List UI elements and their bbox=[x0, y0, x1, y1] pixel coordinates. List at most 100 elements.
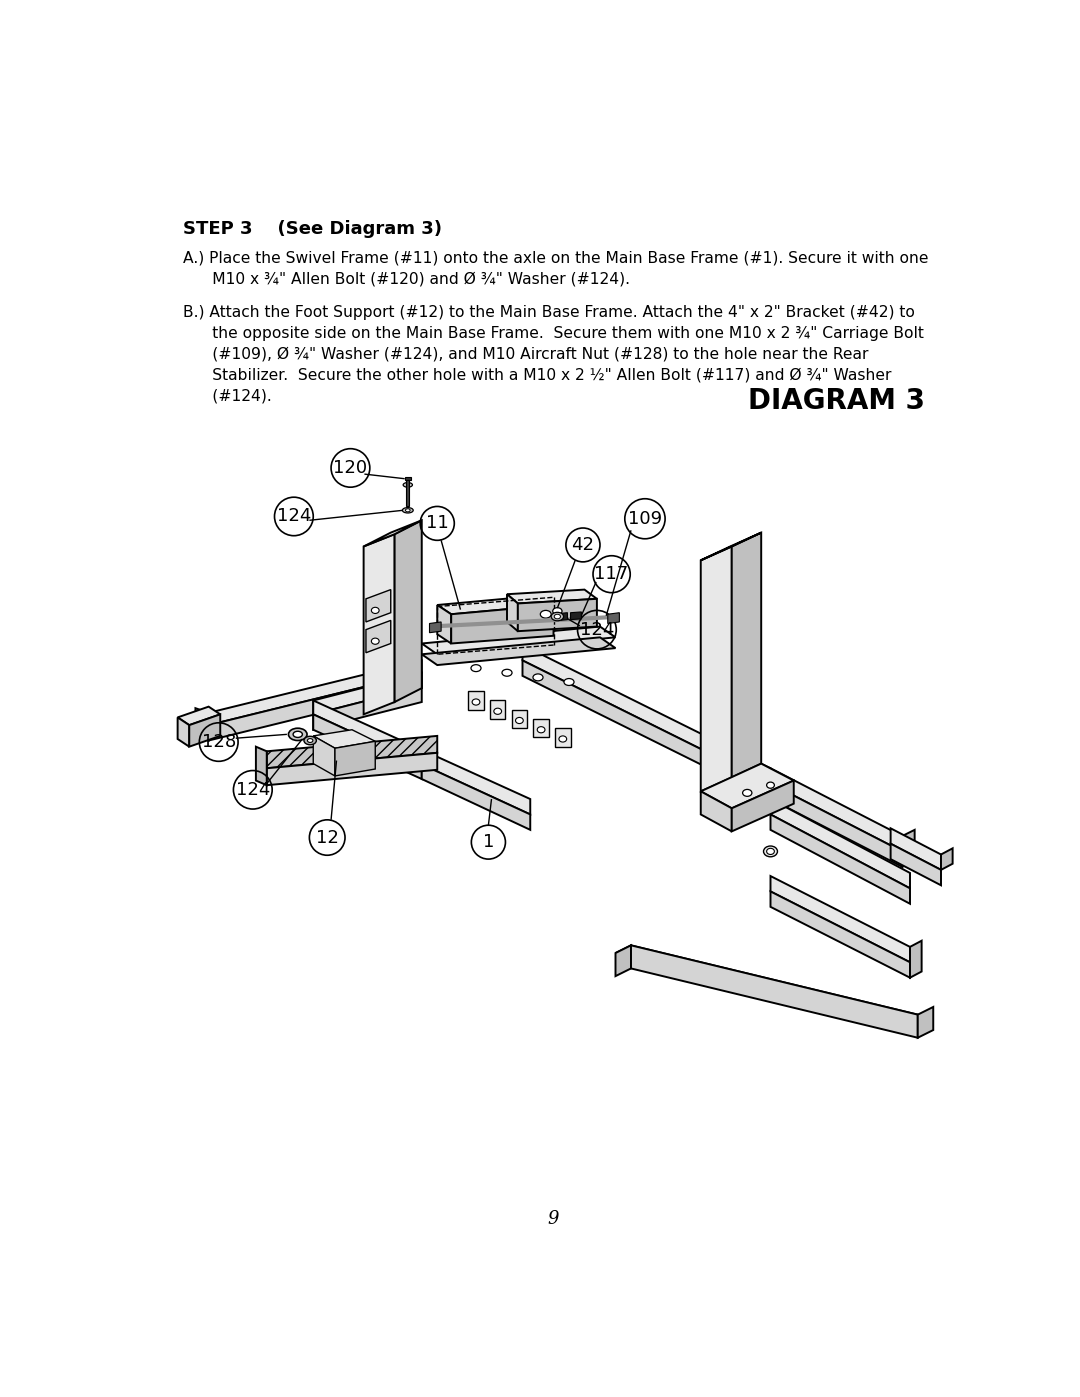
Polygon shape bbox=[405, 478, 410, 481]
Text: STEP 3    (See Diagram 3): STEP 3 (See Diagram 3) bbox=[183, 219, 442, 237]
Text: 124: 124 bbox=[276, 507, 311, 525]
Text: DIAGRAM 3: DIAGRAM 3 bbox=[748, 387, 926, 415]
Polygon shape bbox=[313, 673, 422, 714]
Polygon shape bbox=[507, 590, 597, 604]
Polygon shape bbox=[616, 946, 918, 1023]
Polygon shape bbox=[701, 532, 761, 560]
Polygon shape bbox=[910, 940, 921, 978]
Ellipse shape bbox=[554, 615, 561, 619]
Polygon shape bbox=[394, 520, 422, 703]
Polygon shape bbox=[732, 532, 761, 778]
Polygon shape bbox=[208, 673, 422, 740]
Ellipse shape bbox=[303, 736, 316, 745]
Polygon shape bbox=[512, 710, 527, 728]
Text: A.) Place the Swivel Frame (#11) onto the axle on the Main Base Frame (#1). Secu: A.) Place the Swivel Frame (#11) onto th… bbox=[183, 251, 929, 286]
Polygon shape bbox=[189, 714, 220, 746]
Polygon shape bbox=[770, 891, 910, 978]
Polygon shape bbox=[364, 534, 394, 714]
Polygon shape bbox=[534, 719, 549, 738]
Polygon shape bbox=[732, 781, 794, 831]
Ellipse shape bbox=[551, 612, 564, 620]
Ellipse shape bbox=[471, 665, 481, 672]
Polygon shape bbox=[364, 520, 422, 546]
Text: 128: 128 bbox=[202, 733, 235, 752]
Ellipse shape bbox=[540, 610, 551, 617]
Polygon shape bbox=[313, 736, 335, 775]
Ellipse shape bbox=[308, 739, 313, 742]
Polygon shape bbox=[555, 728, 570, 746]
Polygon shape bbox=[941, 848, 953, 870]
Polygon shape bbox=[313, 686, 422, 729]
Ellipse shape bbox=[767, 782, 774, 788]
Polygon shape bbox=[507, 594, 517, 631]
Text: 42: 42 bbox=[571, 536, 594, 555]
Polygon shape bbox=[422, 627, 616, 654]
Polygon shape bbox=[902, 830, 915, 866]
Polygon shape bbox=[608, 613, 619, 623]
Polygon shape bbox=[437, 605, 451, 644]
Ellipse shape bbox=[764, 847, 778, 856]
Polygon shape bbox=[770, 799, 910, 888]
Ellipse shape bbox=[553, 608, 562, 615]
Text: 120: 120 bbox=[334, 460, 367, 476]
Polygon shape bbox=[335, 742, 375, 775]
Polygon shape bbox=[267, 736, 437, 768]
Text: 109: 109 bbox=[627, 510, 662, 528]
Text: 1: 1 bbox=[483, 833, 494, 851]
Text: 9: 9 bbox=[548, 1210, 559, 1228]
Polygon shape bbox=[891, 844, 941, 886]
Ellipse shape bbox=[515, 718, 524, 724]
Polygon shape bbox=[770, 814, 910, 904]
Polygon shape bbox=[570, 612, 581, 620]
Polygon shape bbox=[366, 620, 391, 652]
Polygon shape bbox=[451, 605, 554, 644]
Polygon shape bbox=[267, 753, 437, 785]
Ellipse shape bbox=[372, 608, 379, 613]
Text: 124: 124 bbox=[235, 781, 270, 799]
Text: 124: 124 bbox=[580, 620, 615, 638]
Polygon shape bbox=[366, 590, 391, 622]
Polygon shape bbox=[422, 750, 530, 814]
Polygon shape bbox=[770, 768, 902, 851]
Ellipse shape bbox=[372, 638, 379, 644]
Polygon shape bbox=[208, 661, 422, 725]
Text: 11: 11 bbox=[426, 514, 448, 532]
Polygon shape bbox=[490, 700, 505, 719]
Polygon shape bbox=[918, 1007, 933, 1038]
Ellipse shape bbox=[564, 679, 575, 686]
Polygon shape bbox=[313, 714, 422, 780]
Polygon shape bbox=[422, 764, 530, 830]
Ellipse shape bbox=[403, 507, 414, 513]
Polygon shape bbox=[523, 645, 770, 784]
Polygon shape bbox=[406, 481, 409, 507]
Polygon shape bbox=[891, 828, 941, 870]
Polygon shape bbox=[701, 764, 794, 809]
Polygon shape bbox=[313, 729, 375, 749]
Ellipse shape bbox=[559, 736, 567, 742]
Text: 117: 117 bbox=[594, 566, 629, 583]
Ellipse shape bbox=[403, 482, 413, 488]
Polygon shape bbox=[701, 546, 732, 791]
Text: B.) Attach the Foot Support (#12) to the Main Base Frame. Attach the 4" x 2" Bra: B.) Attach the Foot Support (#12) to the… bbox=[183, 305, 923, 404]
Polygon shape bbox=[616, 946, 631, 977]
Ellipse shape bbox=[293, 731, 302, 738]
Polygon shape bbox=[313, 700, 422, 764]
Polygon shape bbox=[517, 599, 597, 631]
Ellipse shape bbox=[405, 509, 410, 511]
Polygon shape bbox=[770, 876, 910, 963]
Polygon shape bbox=[256, 746, 267, 785]
Text: 12: 12 bbox=[315, 828, 339, 847]
Polygon shape bbox=[631, 946, 918, 1038]
Polygon shape bbox=[195, 708, 208, 740]
Ellipse shape bbox=[532, 673, 543, 680]
Ellipse shape bbox=[767, 848, 774, 855]
Polygon shape bbox=[177, 718, 189, 746]
Ellipse shape bbox=[743, 789, 752, 796]
Polygon shape bbox=[701, 791, 732, 831]
Ellipse shape bbox=[502, 669, 512, 676]
Polygon shape bbox=[437, 595, 554, 615]
Polygon shape bbox=[422, 637, 616, 665]
Ellipse shape bbox=[537, 726, 545, 733]
Polygon shape bbox=[559, 613, 567, 620]
Polygon shape bbox=[430, 622, 441, 633]
